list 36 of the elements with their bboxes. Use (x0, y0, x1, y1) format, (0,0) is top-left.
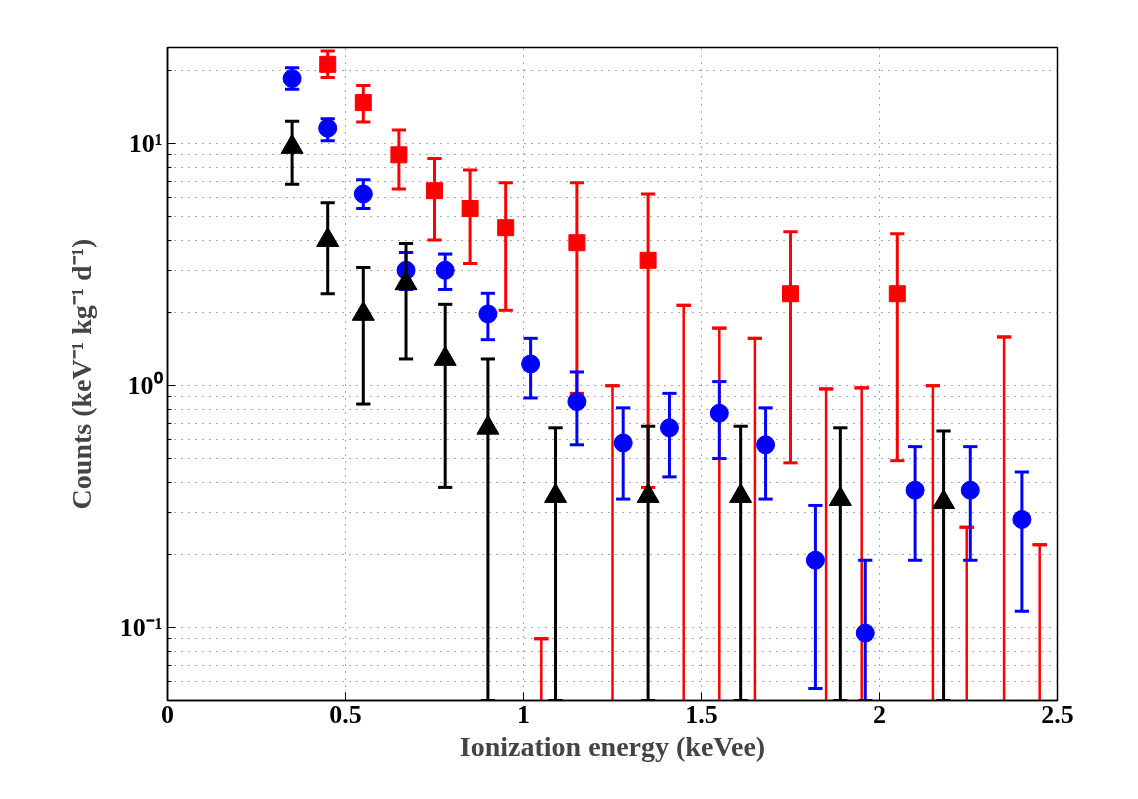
point (353, 184, 373, 204)
point (1012, 510, 1032, 529)
y-tick-label: 10¹ (128, 129, 163, 159)
y-tick-label: 10⁻¹ (119, 613, 163, 643)
point (613, 433, 633, 453)
point (521, 354, 541, 374)
point (354, 94, 372, 112)
point (435, 260, 455, 280)
point (782, 285, 799, 303)
point (659, 418, 679, 438)
point (905, 480, 925, 500)
x-axis-title: Ionization energy (keVee) (459, 730, 766, 762)
point (390, 146, 408, 164)
point (805, 550, 825, 570)
x-tick-label: 1.5 (685, 699, 718, 729)
point (888, 285, 906, 303)
x-tick-label: 1 (517, 699, 530, 729)
x-tick-label: 2.5 (1041, 699, 1074, 729)
point (478, 304, 498, 324)
point (709, 403, 729, 423)
point (426, 182, 443, 200)
point (639, 251, 657, 269)
point (461, 200, 479, 218)
point (318, 118, 338, 138)
point (567, 392, 587, 412)
x-tick-label: 0.5 (329, 699, 362, 729)
point (497, 219, 515, 237)
point (855, 623, 875, 643)
y-tick-label: 10⁰ (127, 371, 164, 401)
point (960, 480, 980, 500)
point (568, 234, 586, 252)
point (756, 435, 776, 455)
x-tick-label: 2 (873, 699, 886, 729)
point (319, 55, 337, 73)
y-axis-title: Counts (keV⁻¹ kg⁻¹ d⁻¹) (65, 238, 97, 510)
x-tick-label: 0 (161, 699, 174, 729)
